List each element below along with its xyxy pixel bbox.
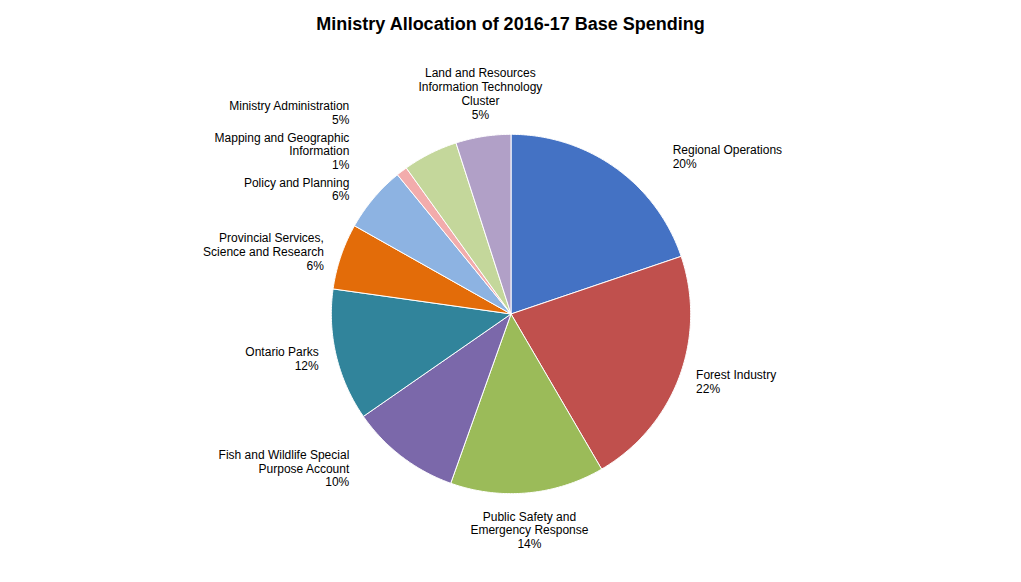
svg-text:Policy and Planning6%: Policy and Planning6%	[244, 176, 350, 204]
svg-text:Mapping and GeographicInformat: Mapping and GeographicInformation1%	[215, 131, 350, 173]
svg-text:Fish and Wildlife SpecialPurpo: Fish and Wildlife SpecialPurpose Account…	[219, 448, 350, 490]
svg-text:Land and ResourcesInformation: Land and ResourcesInformation Technology…	[418, 66, 542, 121]
svg-text:Ministry Administration5%: Ministry Administration5%	[229, 99, 349, 127]
svg-text:Ontario Parks12%: Ontario Parks12%	[245, 345, 319, 373]
svg-text:Provincial Services,Science an: Provincial Services,Science and Research…	[203, 231, 324, 273]
html-text:Ministry Allocation of 2016-17: Ministry Allocation of 2016-17 Base Spen…	[316, 14, 705, 34]
svg-text:Regional Operations20%: Regional Operations20%	[673, 143, 782, 171]
svg-text:Forest Industry22%: Forest Industry22%	[696, 368, 776, 396]
svg-text:Public Safety andEmergency Res: Public Safety andEmergency Response14%	[470, 510, 588, 552]
